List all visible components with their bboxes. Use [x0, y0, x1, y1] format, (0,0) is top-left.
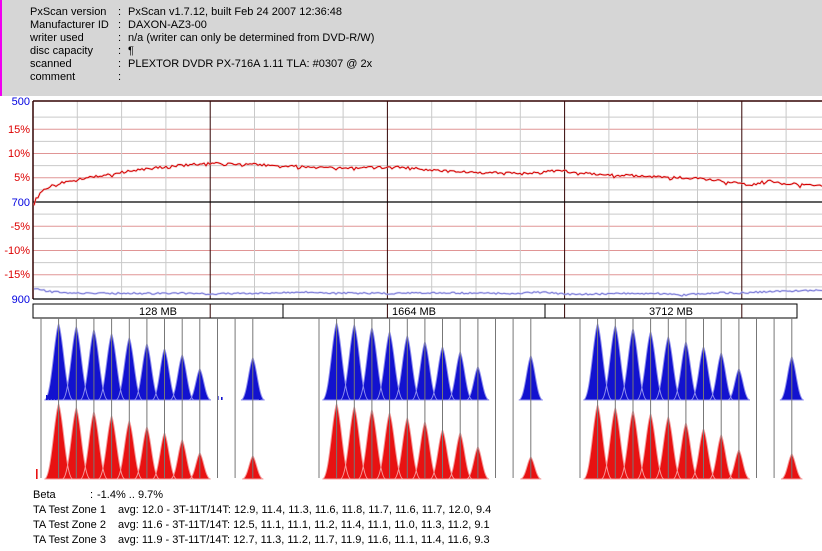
ylabel-m10pct: -10% [4, 245, 30, 257]
ylabel-500: 500 [12, 96, 30, 108]
ylabel-700: 700 [12, 197, 30, 209]
field-separator: : [118, 58, 122, 70]
ylabel-m5pct: -5% [10, 221, 30, 233]
field-separator: : [118, 19, 122, 31]
ta-zone2-row: TA Test Zone 2 avg: 11.6 - 3T-11T/14T: 12… [33, 519, 490, 532]
field-label: disc capacity [30, 45, 93, 57]
header-row-version: PxScan version: PxScan v1.7.12, built Feb… [30, 6, 342, 19]
ylabel-15pct: 15% [8, 124, 30, 136]
ta-zone3-row: TA Test Zone 3 avg: 11.9 - 3T-11T/14T: 12… [33, 534, 490, 547]
stat-label: TA Test Zone 2 [33, 519, 106, 531]
ylabel-900: 900 [12, 294, 30, 306]
ylabel-m15pct: -15% [4, 269, 30, 281]
header-row-capacity: disc capacity: ¶ [30, 45, 134, 58]
ta-tick-lines [40, 318, 793, 478]
field-label: PxScan version [30, 6, 107, 18]
axis-labels: 500 15% 10% 5% 700 -5% -10% -15% 900 128… [4, 96, 693, 318]
field-separator: : [118, 6, 122, 18]
field-value: PLEXTOR DVDR PX-716A 1.11 TLA: #0307 @ 2… [128, 58, 373, 70]
field-value: DAXON-AZ3-00 [128, 19, 207, 31]
stat-value: avg: 11.6 - 3T-11T/14T: 12.5, 11.1, 11.1… [118, 519, 490, 531]
beta-asymmetry-lines [32, 160, 822, 298]
field-label: Manufacturer ID [30, 19, 109, 31]
header-row-writer: writer used: n/a (writer can only be dete… [30, 32, 374, 45]
header-row-manufacturer: Manufacturer ID: DAXON-AZ3-00 [30, 19, 207, 32]
beta-row: Beta: -1.4% .. 9.7% [33, 489, 163, 502]
stat-value: -1.4% .. 9.7% [97, 489, 164, 501]
field-value: n/a (writer can only be determined from … [128, 32, 375, 44]
field-separator: : [118, 32, 122, 44]
stat-separator: : [90, 489, 94, 501]
field-value: ¶ [128, 45, 134, 57]
header-row-comment: comment: [30, 71, 128, 84]
ta-histograms [36, 321, 805, 480]
field-label: scanned [30, 58, 72, 70]
header-row-scanned: scanned: PLEXTOR DVDR PX-716A 1.11 TLA: #… [30, 58, 372, 71]
stat-label: Beta [33, 489, 56, 501]
stat-value: avg: 11.9 - 3T-11T/14T: 12.7, 11.3, 11.2… [118, 534, 490, 546]
stat-label: TA Test Zone 3 [33, 534, 106, 546]
stat-label: TA Test Zone 1 [33, 504, 106, 516]
field-label: comment [30, 71, 76, 83]
quality-color-edge [0, 0, 2, 96]
ylabel-5pct: 5% [14, 172, 30, 184]
stat-value: avg: 12.0 - 3T-11T/14T: 12.9, 11.4, 11.3… [118, 504, 492, 516]
ylabel-10pct: 10% [8, 148, 30, 160]
field-label: writer used [30, 32, 84, 44]
header-panel: PxScan version: PxScan v1.7.12, built Feb… [0, 0, 822, 96]
ta-zone1-row: TA Test Zone 1 avg: 12.0 - 3T-11T/14T: 12… [33, 504, 491, 517]
field-separator: : [118, 71, 122, 83]
zone-label-2: 1664 MB [392, 306, 436, 318]
zone-label-band [32, 303, 798, 319]
zone-label-1: 128 MB [139, 306, 177, 318]
zone-label-3: 3712 MB [649, 306, 693, 318]
field-value: PxScan v1.7.12, built Feb 24 2007 12:36:… [128, 6, 343, 18]
field-separator: : [118, 45, 122, 57]
chart-grid [32, 100, 822, 300]
